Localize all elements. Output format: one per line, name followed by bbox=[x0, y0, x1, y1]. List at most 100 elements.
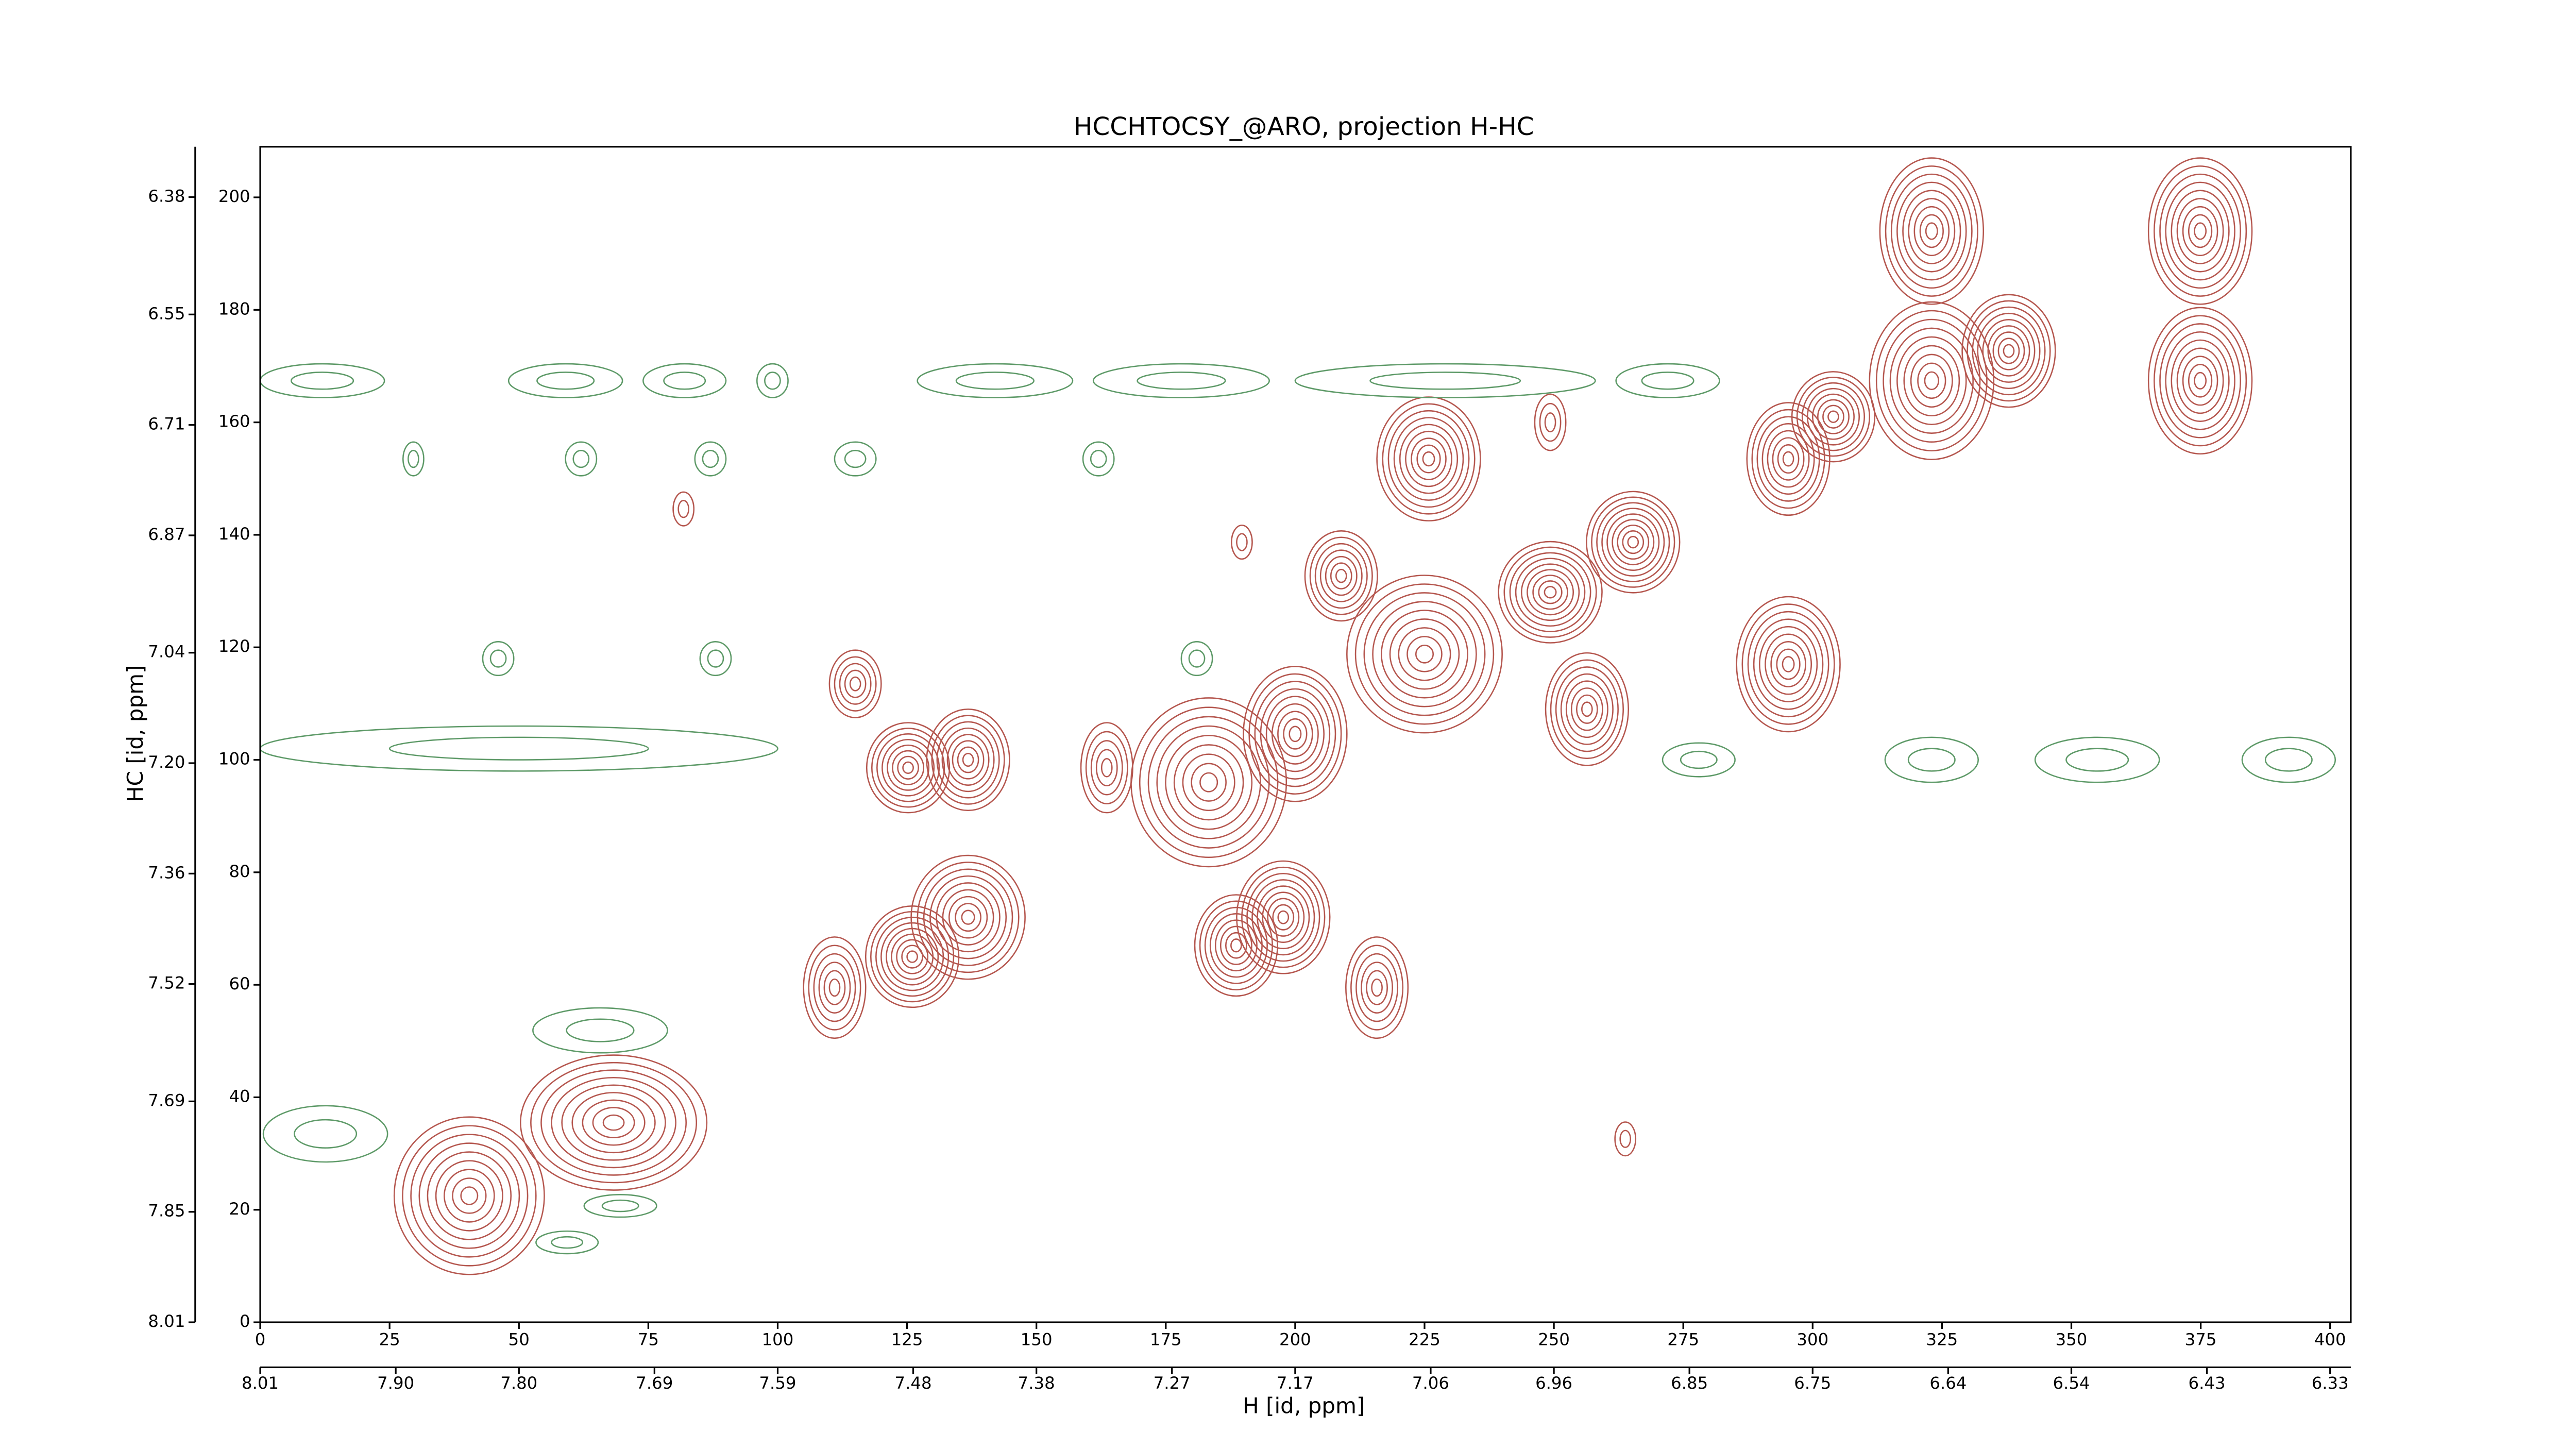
contour-line bbox=[565, 441, 598, 477]
contour-line bbox=[931, 715, 1005, 805]
contour-line bbox=[901, 945, 924, 969]
contour-line bbox=[1335, 568, 1347, 583]
contour-line bbox=[1801, 382, 1866, 451]
contour-line bbox=[1736, 596, 1841, 733]
contour-line bbox=[2003, 344, 2015, 358]
contour-line bbox=[1791, 371, 1876, 463]
contour-line bbox=[1777, 444, 1800, 474]
contour-line bbox=[936, 882, 1001, 953]
contour-line bbox=[1596, 502, 1670, 582]
contour-line bbox=[1910, 353, 1953, 408]
contour-line bbox=[1509, 552, 1591, 632]
contour-line bbox=[1387, 410, 1470, 508]
contour-line bbox=[1393, 417, 1464, 501]
x-tick-label: 400 bbox=[2314, 1330, 2346, 1350]
contour-line bbox=[1277, 910, 1290, 924]
contour-line bbox=[808, 945, 861, 1031]
contour-line bbox=[460, 1186, 479, 1205]
contour-line bbox=[532, 1007, 668, 1054]
contour-line bbox=[1130, 697, 1287, 868]
contour-line bbox=[2188, 364, 2213, 398]
contour-line bbox=[2194, 222, 2207, 240]
contour-line bbox=[1363, 592, 1486, 716]
contour-line bbox=[1257, 885, 1310, 950]
contour-line bbox=[1758, 626, 1818, 703]
contour-line bbox=[1325, 555, 1358, 596]
contour-line bbox=[1173, 744, 1244, 821]
x2-tick-label: 7.38 bbox=[1018, 1373, 1055, 1393]
contour-line bbox=[402, 441, 425, 477]
contour-line bbox=[571, 1092, 656, 1154]
x2-tick-label: 7.80 bbox=[500, 1373, 537, 1393]
contour-line bbox=[875, 916, 950, 997]
contour-line bbox=[1272, 904, 1295, 931]
contour-line bbox=[1354, 583, 1495, 725]
contour-line bbox=[1251, 879, 1315, 956]
contour-line bbox=[1806, 387, 1860, 446]
contour-line bbox=[1350, 945, 1404, 1031]
contour-line bbox=[1372, 601, 1477, 707]
contour-line bbox=[917, 363, 1074, 398]
y-tick-label: 0 bbox=[240, 1311, 250, 1331]
contour-line bbox=[1225, 932, 1247, 959]
contour-line bbox=[1606, 513, 1660, 571]
contour-line bbox=[663, 372, 706, 390]
contour-line bbox=[2159, 173, 2242, 289]
x-axis-label: H [id, ppm] bbox=[1243, 1393, 1365, 1419]
contour-line bbox=[583, 1193, 657, 1218]
contour-line bbox=[955, 903, 981, 932]
contour-line bbox=[1997, 338, 2020, 364]
contour-line bbox=[561, 1084, 666, 1161]
contour-line bbox=[1550, 659, 1624, 760]
contour-line bbox=[1765, 633, 1812, 695]
contour-line bbox=[2065, 748, 2129, 772]
contour-line bbox=[1601, 508, 1665, 577]
y-tick-label: 60 bbox=[229, 974, 250, 993]
contour-line bbox=[891, 933, 934, 980]
contour-line bbox=[1416, 444, 1441, 474]
contour-line bbox=[672, 491, 695, 527]
contour-line bbox=[1812, 393, 1855, 440]
contour-line bbox=[1304, 530, 1378, 622]
contour-line bbox=[1415, 645, 1434, 664]
contour-line bbox=[1194, 894, 1279, 997]
contour-line bbox=[1896, 336, 1967, 426]
x2-tick-label: 7.27 bbox=[1154, 1373, 1191, 1393]
contour-line bbox=[1366, 970, 1388, 1005]
contour-line bbox=[388, 736, 649, 761]
y-tick-label: 120 bbox=[218, 636, 250, 656]
contour-line bbox=[1565, 680, 1608, 738]
contour-line bbox=[1309, 536, 1373, 615]
x2-tick-label: 6.43 bbox=[2189, 1373, 2226, 1393]
y-tick-label: 80 bbox=[229, 862, 250, 881]
chart-title: HCCHTOCSY_@ARO, projection H-HC bbox=[1074, 112, 1534, 141]
x2-tick-label: 7.17 bbox=[1277, 1373, 1314, 1393]
contour-line bbox=[1503, 546, 1597, 638]
contour-line bbox=[1662, 742, 1736, 778]
contour-line bbox=[1885, 165, 1978, 297]
contour-line bbox=[1753, 618, 1824, 710]
contour-line bbox=[942, 889, 994, 946]
x-tick-label: 375 bbox=[2185, 1330, 2217, 1350]
contour-line bbox=[1889, 327, 1974, 434]
contour-line bbox=[1319, 549, 1363, 602]
contour-line bbox=[946, 734, 990, 786]
y2-tick-label: 6.71 bbox=[148, 414, 185, 434]
x-tick-label: 250 bbox=[1538, 1330, 1570, 1350]
plot-frame bbox=[259, 146, 2352, 1323]
contour-line bbox=[887, 744, 930, 791]
contour-line bbox=[1191, 763, 1227, 802]
contour-line bbox=[1405, 430, 1452, 487]
contour-line bbox=[1271, 703, 1319, 765]
contour-line bbox=[2154, 315, 2247, 447]
contour-line bbox=[1987, 325, 2030, 377]
x-tick-label: 125 bbox=[891, 1330, 923, 1350]
contour-line bbox=[1884, 736, 1979, 783]
contour-line bbox=[813, 953, 856, 1022]
x2-tick-label: 7.06 bbox=[1412, 1373, 1449, 1393]
contour-line bbox=[1267, 898, 1300, 937]
y-tick-label: 140 bbox=[218, 524, 250, 544]
contour-line bbox=[865, 905, 960, 1008]
contour-line bbox=[1246, 872, 1320, 962]
contour-line bbox=[764, 372, 781, 390]
